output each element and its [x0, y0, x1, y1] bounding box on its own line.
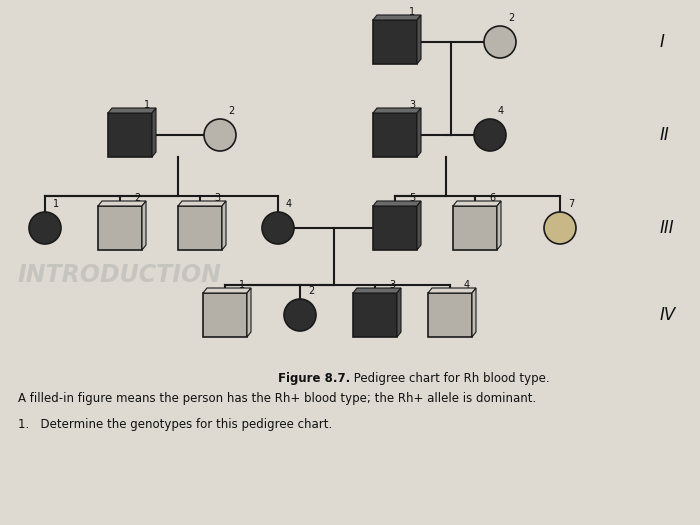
Polygon shape: [98, 206, 142, 250]
Text: 3: 3: [409, 100, 415, 110]
Text: 2: 2: [134, 193, 140, 203]
Text: IV: IV: [660, 306, 676, 324]
Text: 4: 4: [464, 280, 470, 290]
Polygon shape: [453, 201, 501, 206]
Polygon shape: [453, 206, 497, 250]
Text: 7: 7: [568, 199, 574, 209]
Text: 1: 1: [239, 280, 245, 290]
Circle shape: [484, 26, 516, 58]
Polygon shape: [152, 108, 156, 157]
Text: Pedigree chart for Rh blood type.: Pedigree chart for Rh blood type.: [350, 372, 550, 385]
Text: 4: 4: [498, 106, 504, 116]
Polygon shape: [353, 293, 397, 337]
Polygon shape: [373, 15, 421, 20]
Text: 1: 1: [53, 199, 59, 209]
Polygon shape: [178, 201, 226, 206]
Circle shape: [262, 212, 294, 244]
Polygon shape: [353, 288, 401, 293]
Polygon shape: [397, 288, 401, 337]
Polygon shape: [203, 293, 247, 337]
Polygon shape: [428, 293, 472, 337]
Text: 3: 3: [214, 193, 220, 203]
Polygon shape: [373, 113, 417, 157]
Polygon shape: [497, 201, 501, 250]
Text: I: I: [660, 33, 665, 51]
Polygon shape: [373, 201, 421, 206]
Text: 2: 2: [228, 106, 235, 116]
Circle shape: [544, 212, 576, 244]
Text: III: III: [660, 219, 675, 237]
Circle shape: [474, 119, 506, 151]
Polygon shape: [373, 20, 417, 64]
Polygon shape: [428, 288, 476, 293]
Polygon shape: [108, 113, 152, 157]
Text: Figure 8.7.: Figure 8.7.: [278, 372, 350, 385]
Circle shape: [204, 119, 236, 151]
Polygon shape: [247, 288, 251, 337]
Polygon shape: [108, 108, 156, 113]
Text: 2: 2: [508, 13, 514, 23]
Polygon shape: [98, 201, 146, 206]
Polygon shape: [417, 15, 421, 64]
Circle shape: [284, 299, 316, 331]
Polygon shape: [417, 108, 421, 157]
Text: 1.   Determine the genotypes for this pedigree chart.: 1. Determine the genotypes for this pedi…: [18, 418, 332, 431]
Text: 2: 2: [308, 286, 314, 296]
Text: 1: 1: [144, 100, 150, 110]
Polygon shape: [417, 201, 421, 250]
Text: A filled-in figure means the person has the Rh+ blood type; the Rh+ allele is do: A filled-in figure means the person has …: [18, 392, 536, 405]
Text: 6: 6: [489, 193, 495, 203]
Polygon shape: [373, 108, 421, 113]
Polygon shape: [142, 201, 146, 250]
Text: 3: 3: [389, 280, 395, 290]
Text: 5: 5: [409, 193, 415, 203]
Polygon shape: [373, 206, 417, 250]
Text: 4: 4: [286, 199, 292, 209]
Polygon shape: [472, 288, 476, 337]
Polygon shape: [203, 288, 251, 293]
Text: INTRODUCTION: INTRODUCTION: [18, 263, 222, 287]
Circle shape: [29, 212, 61, 244]
Polygon shape: [222, 201, 226, 250]
Text: 1: 1: [409, 7, 415, 17]
Polygon shape: [178, 206, 222, 250]
Text: II: II: [660, 126, 670, 144]
